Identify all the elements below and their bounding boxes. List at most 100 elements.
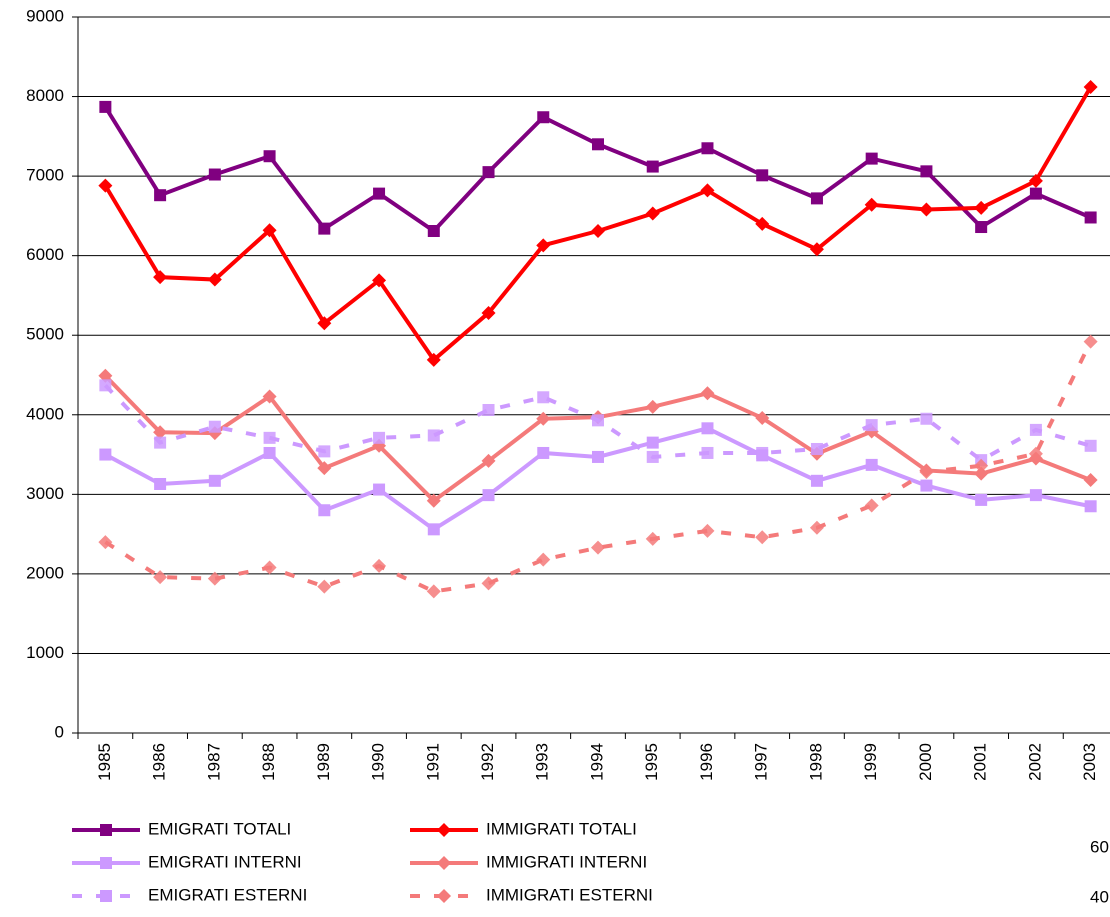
point [208, 420, 221, 433]
point [318, 445, 331, 458]
point [536, 552, 551, 567]
point [262, 389, 277, 404]
point [645, 206, 660, 221]
point [482, 404, 495, 417]
point [974, 200, 989, 215]
point [700, 183, 715, 198]
point [207, 272, 222, 287]
legend-label: EMIGRATI TOTALI [148, 819, 291, 838]
y-tick-label: 8000 [26, 86, 64, 105]
point [373, 431, 386, 444]
x-tick-label: 1987 [204, 743, 223, 781]
point [974, 466, 989, 481]
point [701, 446, 714, 459]
point [701, 422, 714, 435]
point [919, 202, 934, 217]
point [263, 150, 276, 163]
side-text: 40 [1090, 887, 1109, 906]
point [756, 169, 769, 182]
point [208, 474, 221, 487]
x-tick-label: 1989 [314, 743, 333, 781]
point [645, 399, 660, 414]
point [427, 225, 440, 238]
legend-marker [437, 823, 451, 837]
point [426, 352, 441, 367]
point [592, 414, 604, 427]
point [646, 436, 659, 449]
point [810, 442, 823, 455]
point [755, 530, 770, 545]
point [537, 111, 550, 124]
point [920, 412, 933, 425]
point [98, 368, 113, 383]
x-tick-label: 1990 [369, 743, 388, 781]
point [318, 222, 331, 235]
point [810, 474, 823, 487]
point [427, 429, 440, 442]
legend-marker [437, 856, 451, 870]
point [154, 436, 167, 449]
point [263, 446, 276, 459]
point [153, 270, 168, 285]
x-tick-label: 1993 [533, 743, 552, 781]
point [482, 166, 495, 179]
point [1084, 500, 1097, 513]
x-tick-label: 1997 [752, 743, 771, 781]
point [920, 165, 933, 178]
point [975, 221, 988, 234]
point [372, 558, 387, 573]
legend-label: IMMIGRATI TOTALI [486, 819, 637, 838]
point [98, 535, 113, 550]
point [700, 386, 715, 401]
point [154, 477, 167, 490]
point [99, 448, 112, 461]
y-tick-label: 7000 [26, 166, 64, 185]
point [426, 493, 441, 508]
point [317, 579, 332, 594]
legend-label: EMIGRATI ESTERNI [148, 885, 307, 904]
y-tick-label: 5000 [26, 325, 64, 344]
point [481, 453, 496, 468]
series-line [103, 86, 1093, 363]
x-tick-label: 1986 [150, 743, 169, 781]
legend-marker [437, 889, 451, 903]
point [262, 560, 277, 575]
point [153, 570, 168, 585]
point [426, 584, 441, 599]
point [810, 192, 823, 205]
point [592, 450, 604, 463]
point [1084, 211, 1097, 224]
x-tick-label: 2002 [1025, 743, 1044, 781]
point [373, 187, 386, 200]
point [592, 138, 604, 151]
y-tick-label: 1000 [26, 643, 64, 662]
point [373, 483, 386, 496]
x-tick-label: 1991 [423, 743, 442, 781]
point [318, 504, 331, 517]
point [919, 465, 934, 480]
legend-marker [100, 890, 112, 902]
point [372, 273, 387, 288]
point [1029, 187, 1042, 200]
point [646, 160, 659, 173]
x-tick-label: 1995 [642, 743, 661, 781]
legend-marker [100, 857, 112, 869]
point [975, 493, 988, 506]
x-tick-label: 2003 [1080, 743, 1099, 781]
x-tick-label: 2000 [916, 743, 935, 781]
point [1083, 473, 1098, 488]
point [864, 197, 879, 212]
point [809, 242, 824, 257]
point [591, 224, 605, 239]
point [536, 238, 551, 253]
point [1083, 80, 1098, 95]
y-tick-label: 9000 [26, 6, 64, 25]
point [920, 479, 933, 492]
point [865, 458, 878, 471]
y-tick-label: 2000 [26, 563, 64, 582]
y-tick-label: 0 [55, 722, 64, 741]
point [864, 498, 879, 513]
point [208, 168, 221, 181]
point [1083, 334, 1098, 349]
